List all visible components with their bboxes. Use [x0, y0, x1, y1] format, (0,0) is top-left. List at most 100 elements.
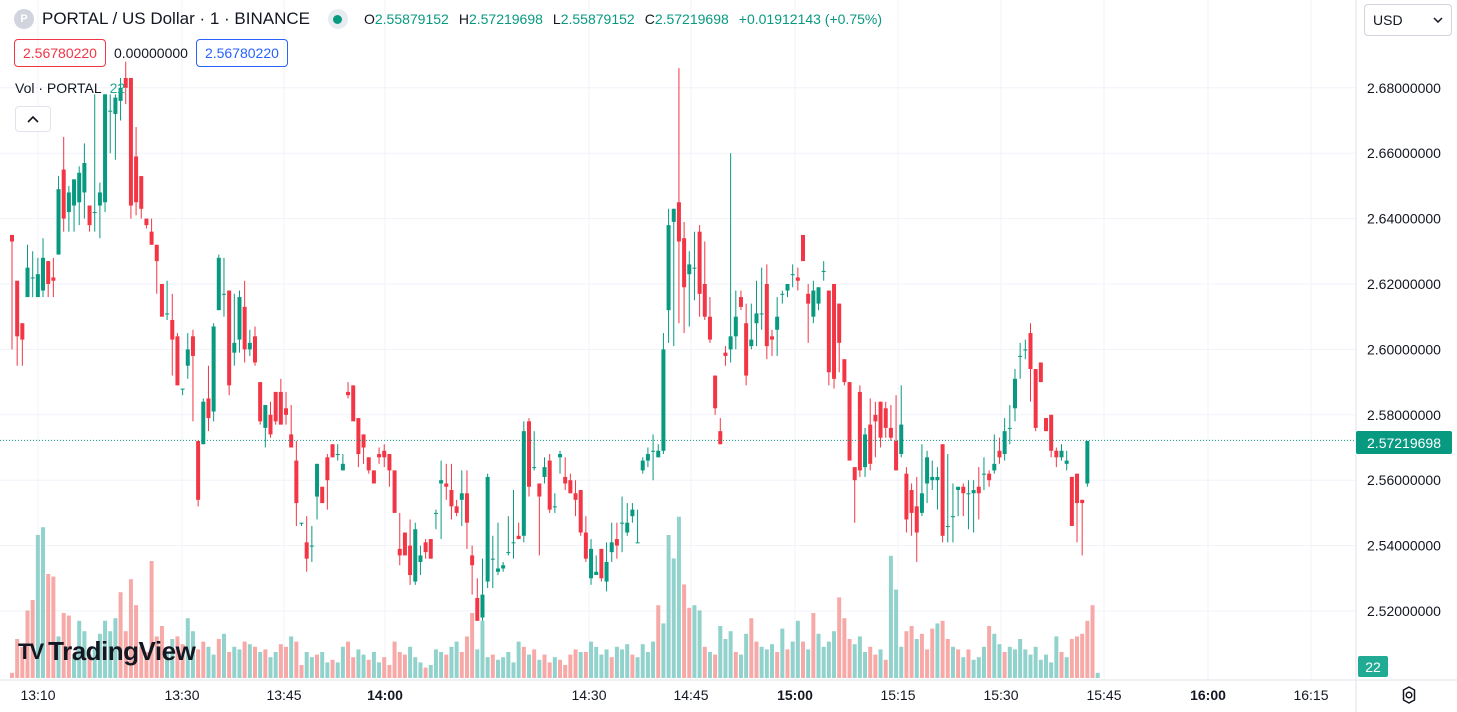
volume-bar — [108, 631, 113, 678]
candle-body — [651, 450, 656, 452]
candle-body — [888, 427, 893, 438]
trade-panel: 2.56780220 0.00000000 2.56780220 — [14, 39, 288, 67]
candle-body — [159, 284, 164, 317]
currency-select[interactable]: USD — [1364, 4, 1452, 36]
candle-body — [346, 391, 351, 396]
volume-bar — [299, 665, 304, 678]
volume-bar — [925, 649, 930, 678]
candle-body — [242, 306, 247, 350]
volume-bar — [837, 597, 842, 678]
tradingview-logo[interactable]: TV TradingView — [18, 636, 196, 667]
candle-body — [697, 231, 702, 294]
candle-body — [894, 440, 899, 471]
volume-bar — [914, 639, 919, 678]
price-axis[interactable]: 2.52000000 2.54000000 2.56000000 2.58000000… — [1355, 0, 1441, 712]
volume-bar — [826, 641, 831, 678]
volume-bar — [1049, 662, 1054, 678]
ohlc-open: O2.55879152 — [363, 11, 449, 27]
time-axis[interactable]: 13:10 13:30 13:45 14:00 14:30 14:45 15:00 15:15… — [0, 679, 1457, 703]
volume-bar — [651, 641, 656, 678]
candle-body — [247, 342, 252, 350]
volume-bar — [72, 657, 77, 678]
candle-body — [284, 408, 289, 415]
candle-body — [997, 450, 1002, 458]
candle-body — [123, 77, 128, 88]
volume-bar — [25, 610, 30, 678]
volume-bar — [449, 646, 454, 678]
volume-bar — [883, 659, 888, 678]
collapse-legend-button[interactable] — [15, 106, 51, 132]
volume-bar — [547, 662, 552, 678]
volume-bar — [418, 662, 423, 678]
candle-body — [661, 349, 666, 451]
candle-body — [377, 454, 382, 458]
candle-body — [408, 545, 413, 576]
volume-bar — [578, 652, 583, 678]
candle-body — [433, 512, 438, 514]
volume-bar — [392, 641, 397, 678]
volume-bar — [640, 644, 645, 678]
volume-bar — [1085, 620, 1090, 678]
visibility-eye-icon[interactable] — [327, 9, 348, 29]
candle-body — [335, 454, 340, 456]
candle-body — [190, 336, 195, 356]
volume-bar — [832, 631, 837, 678]
candle-body — [1038, 362, 1043, 383]
volume-bar — [899, 646, 904, 678]
volume-bar — [919, 633, 924, 678]
buy-button[interactable]: 2.56780220 — [195, 39, 288, 67]
x-tick-label: 16:00 — [1190, 687, 1226, 703]
candle-body — [392, 470, 397, 513]
settings-gear-icon[interactable] — [1399, 685, 1419, 705]
volume-bar — [304, 652, 309, 678]
candle-body — [940, 444, 945, 536]
symbol-title[interactable]: PORTAL / US Dollar · 1 · BINANCE — [42, 9, 310, 28]
candle-body — [857, 391, 862, 471]
candle-body — [863, 434, 868, 468]
volume-bar — [346, 641, 351, 678]
symbol-legend: P PORTAL / US Dollar · 1 · BINANCE O2.55… — [14, 8, 882, 30]
volume-bar — [868, 646, 873, 678]
candle-body — [930, 476, 935, 481]
volume-legend[interactable]: Vol · PORTAL 22 — [15, 80, 125, 96]
candle-body — [790, 274, 795, 276]
volume-bar — [620, 649, 625, 678]
volume-bar — [351, 657, 356, 678]
volume-bar — [113, 618, 118, 678]
volume-bar — [1069, 639, 1074, 678]
candle-body — [128, 77, 133, 206]
x-tick-label: 16:15 — [1293, 687, 1328, 703]
volume-bar — [154, 636, 159, 678]
volume-bar — [744, 633, 749, 678]
candle-body — [113, 97, 118, 114]
candle-body — [1002, 431, 1007, 455]
candle-body — [832, 284, 837, 379]
candle-body — [1069, 476, 1074, 526]
candle-body — [785, 284, 790, 291]
volume-bar — [382, 657, 387, 678]
volume-bar — [733, 652, 738, 678]
candle-body — [775, 316, 780, 330]
candle-body — [837, 303, 842, 343]
volume-bar — [263, 649, 268, 678]
volume-bar — [268, 657, 273, 678]
volume-bar — [930, 628, 935, 678]
candle-body — [170, 319, 175, 340]
y-tick-label: 2.58000000 — [1367, 407, 1441, 423]
candle-body — [1007, 427, 1012, 429]
candle-body — [294, 460, 299, 504]
candle-body — [842, 359, 847, 383]
candle-body — [449, 490, 454, 507]
volume-bar — [645, 652, 650, 678]
candle-body — [552, 506, 557, 508]
candle-body — [614, 539, 619, 546]
candle-body — [196, 440, 201, 500]
candle-body — [738, 297, 743, 307]
sell-button[interactable]: 2.56780220 — [14, 39, 106, 67]
volume-bar — [738, 654, 743, 678]
candle-body — [707, 316, 712, 340]
candle-body — [320, 486, 325, 504]
candle-body — [97, 192, 102, 206]
volume-bar — [702, 646, 707, 678]
